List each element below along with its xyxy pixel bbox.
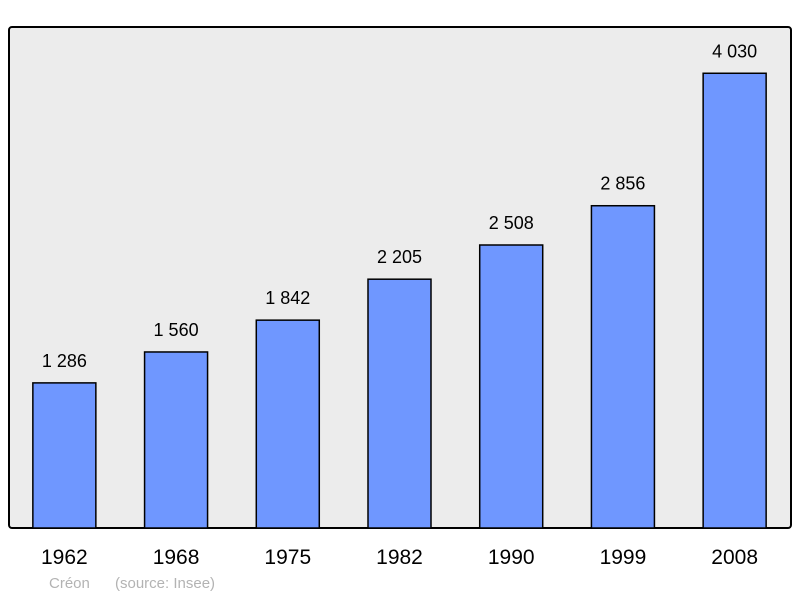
bar-1962 — [32, 382, 97, 529]
x-tick-label-1975: 1975 — [264, 546, 311, 569]
bar-1999 — [590, 204, 656, 529]
data-label-1975: 1 842 — [265, 288, 310, 308]
x-tick-label-1962: 1962 — [41, 546, 88, 569]
x-tick-label-1968: 1968 — [153, 546, 200, 569]
bar-2008 — [702, 72, 767, 529]
x-tick-label-2008: 2008 — [711, 546, 758, 569]
x-tick-label-1999: 1999 — [600, 546, 647, 569]
data-label-1962: 1 286 — [42, 351, 87, 371]
footer-source: (source: Insee) — [115, 575, 216, 592]
data-label-1982: 2 205 — [377, 247, 422, 267]
bar-1982 — [367, 278, 432, 529]
bar-1968 — [143, 351, 209, 529]
footer-place: Créon — [49, 575, 90, 592]
data-label-2008: 4 030 — [712, 41, 757, 61]
bar-1990 — [478, 244, 544, 529]
bar-1975 — [255, 319, 321, 529]
data-label-1999: 2 856 — [600, 174, 645, 194]
data-label-1990: 2 508 — [489, 213, 534, 233]
x-tick-label-1990: 1990 — [488, 546, 535, 569]
data-label-1968: 1 560 — [154, 320, 199, 340]
x-tick-label-1982: 1982 — [376, 546, 423, 569]
